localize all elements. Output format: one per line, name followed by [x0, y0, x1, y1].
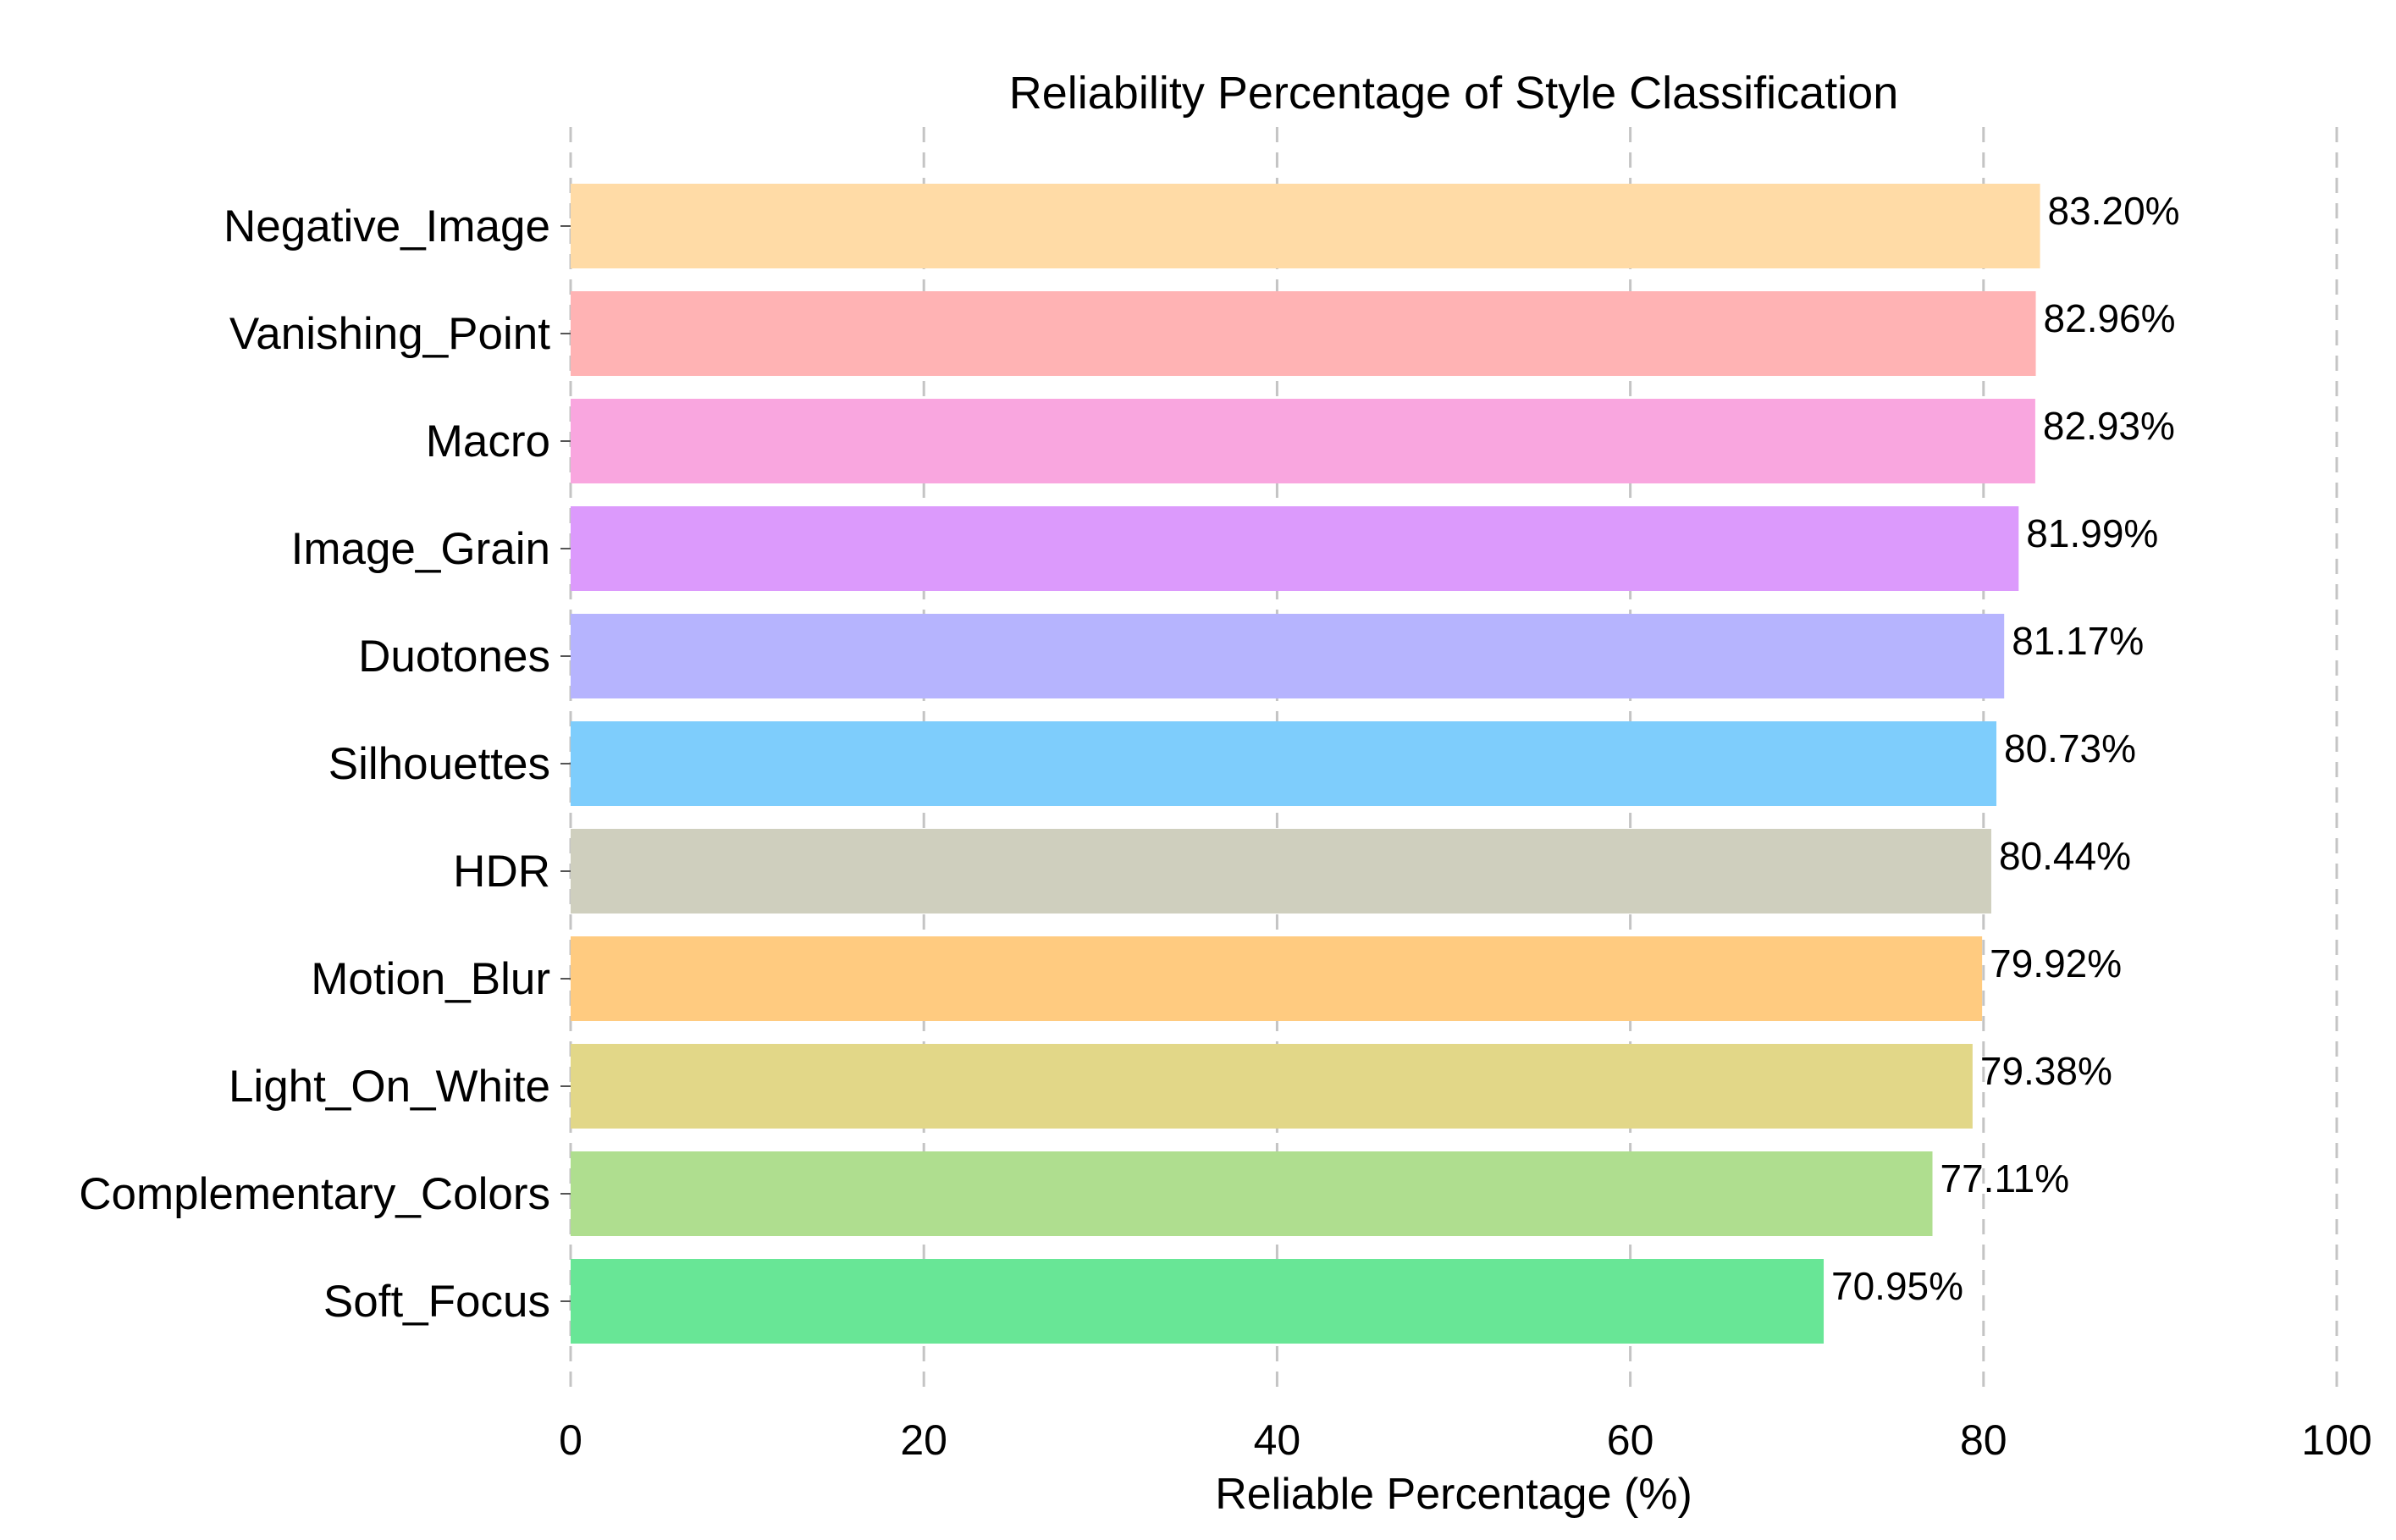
- bar: [571, 184, 2040, 268]
- x-tick-label: 100: [2301, 1416, 2371, 1464]
- y-category-label: Vanishing_Point: [229, 309, 550, 359]
- x-tick-label: 40: [1254, 1416, 1301, 1464]
- bar-value-label: 82.96%: [2044, 296, 2176, 340]
- y-category-label: Complementary_Colors: [79, 1169, 550, 1219]
- bar: [571, 614, 2005, 698]
- bar: [571, 721, 1997, 806]
- bar-labels-group: 83.20% 82.96% 82.93% 81.99% 81.17% 80.73% 80.4…: [1831, 189, 2180, 1308]
- y-category-label: Motion_Blur: [311, 954, 550, 1004]
- bar: [571, 506, 2019, 591]
- bar-value-label: 79.38%: [1980, 1049, 2112, 1093]
- bar: [571, 936, 1983, 1021]
- bar: [571, 399, 2035, 483]
- bar: [571, 829, 1991, 914]
- bar-value-label: 70.95%: [1831, 1264, 1963, 1308]
- y-category-label: Image_Grain: [291, 524, 550, 574]
- bar-value-label: 82.93%: [2043, 404, 2175, 448]
- y-category-label: Macro: [426, 417, 550, 466]
- bar-value-label: 81.17%: [2012, 619, 2144, 663]
- bar-value-label: 80.73%: [2004, 726, 2136, 770]
- x-tick-label: 60: [1607, 1416, 1654, 1464]
- bar-value-label: 81.99%: [2026, 511, 2158, 555]
- x-axis-label: Reliable Percentage (%): [1215, 1470, 1692, 1519]
- bar: [571, 1151, 1933, 1236]
- bar-value-label: 77.11%: [1941, 1156, 2070, 1201]
- x-axis: 0 20 40 60 80 100: [559, 1416, 2372, 1464]
- y-category-label: HDR: [453, 847, 550, 897]
- y-category-label: Negative_Image: [224, 201, 550, 251]
- bars-group: [571, 184, 2040, 1344]
- y-axis: Negative_Image Vanishing_Point Macro Image_…: [79, 201, 571, 1327]
- y-category-label: Duotones: [358, 632, 550, 682]
- bar: [571, 1259, 1825, 1344]
- y-category-label: Silhouettes: [328, 739, 550, 789]
- x-tick-label: 80: [1960, 1416, 2007, 1464]
- chart-title: Reliability Percentage of Style Classifi…: [1009, 68, 1899, 119]
- bar-value-label: 79.92%: [1990, 941, 2122, 985]
- y-category-label: Soft_Focus: [323, 1277, 550, 1327]
- x-tick-label: 20: [900, 1416, 947, 1464]
- bar: [571, 291, 2036, 376]
- y-category-label: Light_On_White: [229, 1062, 550, 1112]
- bar-value-label: 80.44%: [1999, 834, 2131, 878]
- bar: [571, 1044, 1973, 1129]
- bar-value-label: 83.20%: [2048, 189, 2180, 233]
- x-tick-label: 0: [559, 1416, 582, 1464]
